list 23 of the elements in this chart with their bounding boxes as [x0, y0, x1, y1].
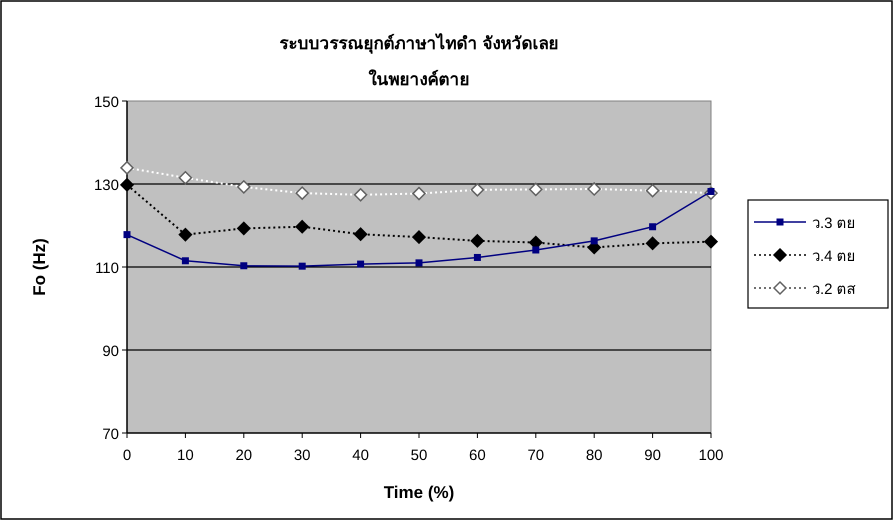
chart-subtitle: ในพยางค์ตาย: [368, 69, 470, 89]
y-tick-label: 70: [102, 426, 119, 443]
y-tick-label: 110: [95, 260, 119, 277]
y-axis-title: Fo (Hz): [30, 238, 49, 296]
x-tick-label: 50: [410, 447, 428, 464]
x-tick-label: 70: [527, 447, 544, 464]
legend-label: ว.4 ตย: [812, 248, 856, 265]
x-tick-label: 60: [469, 447, 486, 464]
chart-title: ระบบวรรณยุกต์ภาษาไทดำ จังหวัดเลย: [280, 33, 558, 54]
x-tick-label: 90: [644, 447, 661, 464]
x-axis-title: Time (%): [384, 483, 454, 502]
x-tick-label: 100: [698, 447, 724, 464]
legend-label: ว.2 ตส: [812, 281, 856, 298]
x-tick-label: 40: [352, 447, 369, 464]
x-tick-label: 30: [294, 447, 311, 464]
y-tick-label: 90: [102, 343, 119, 360]
legend-label: ว.3 ตย: [812, 215, 856, 232]
y-tick-label: 130: [94, 177, 119, 194]
x-tick-label: 0: [122, 447, 132, 464]
y-tick-label: 150: [94, 94, 119, 111]
x-tick-label: 20: [235, 447, 252, 464]
x-tick-label: 80: [586, 447, 603, 464]
x-tick-label: 10: [177, 447, 194, 464]
